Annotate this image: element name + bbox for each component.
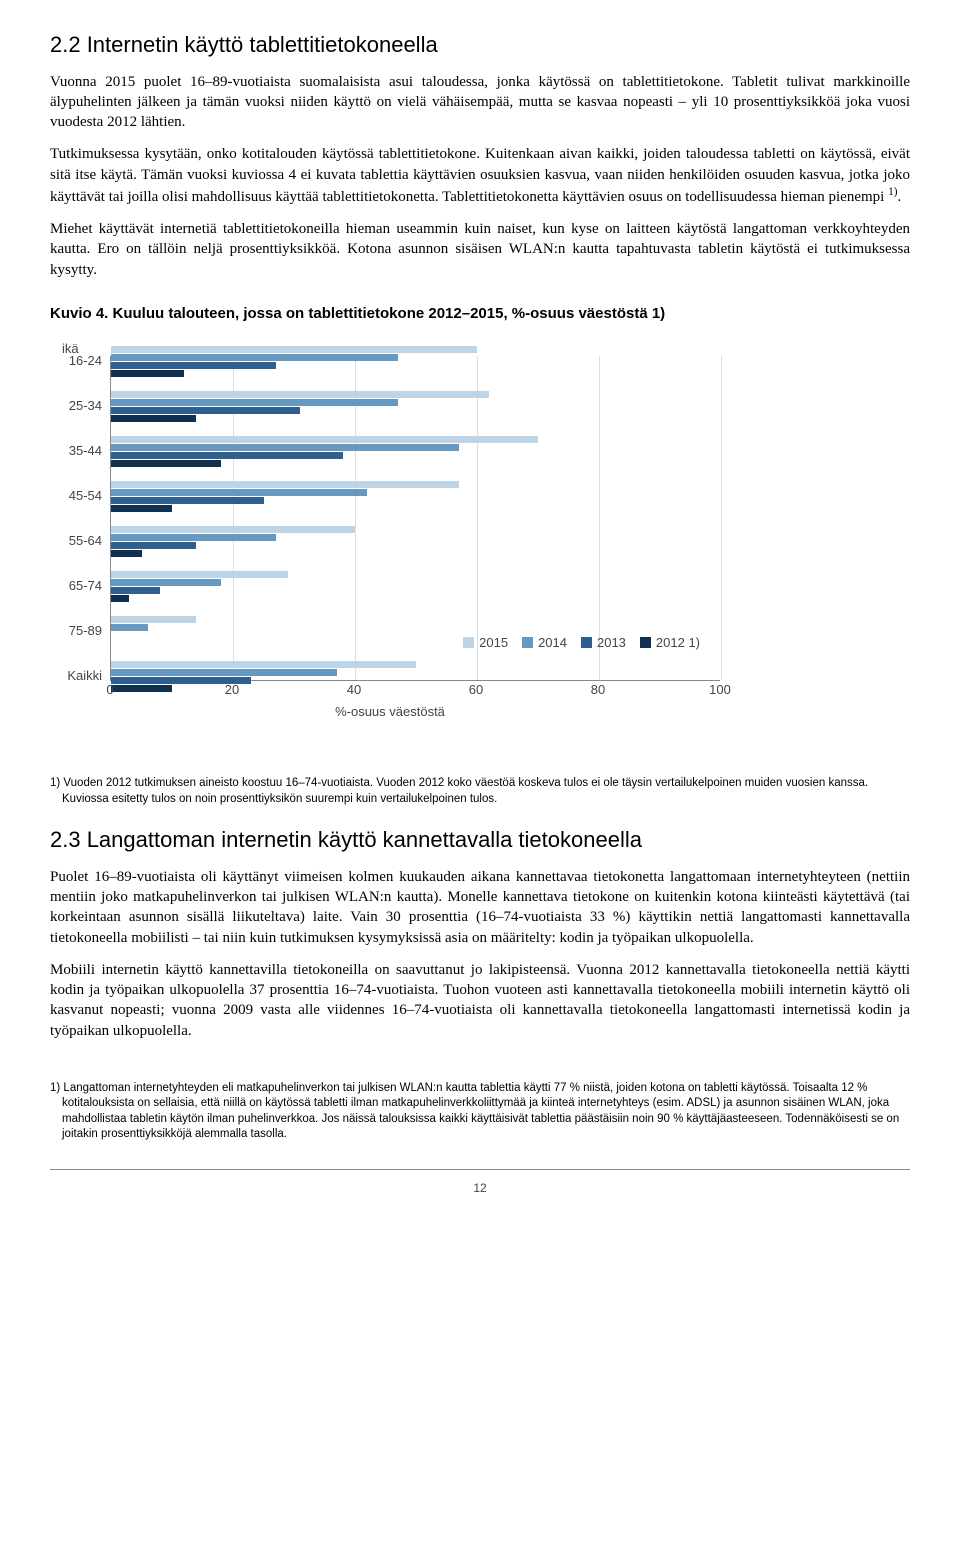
chart-bar xyxy=(111,346,477,353)
chart-xtick: 100 xyxy=(709,681,731,699)
chart-ytick: Kaikki xyxy=(50,667,110,685)
chart-bar xyxy=(111,460,221,467)
chart-xtick: 60 xyxy=(469,681,483,699)
chart-xtick: 40 xyxy=(347,681,361,699)
chart-xtick: 20 xyxy=(225,681,239,699)
chart-bar xyxy=(111,481,459,488)
chart-legend-swatch xyxy=(581,637,592,648)
page-number: 12 xyxy=(50,1180,910,1196)
chart-bar xyxy=(111,407,300,414)
chart-bar xyxy=(111,579,221,586)
chart-xtick: 80 xyxy=(591,681,605,699)
chart-legend: 2015 2014 2013 2012 1) xyxy=(463,634,700,652)
para2-text-b: . xyxy=(897,189,901,205)
section-2-3-heading: 2.3 Langattoman internetin käyttö kannet… xyxy=(50,825,910,855)
chart-title: Kuvio 4. Kuuluu talouteen, jossa on tabl… xyxy=(50,304,910,324)
chart-bar xyxy=(111,436,538,443)
chart-ytick: 35-44 xyxy=(50,442,110,460)
chart-bar xyxy=(111,399,398,406)
chart-gridline xyxy=(721,356,722,680)
chart-bar xyxy=(111,489,367,496)
section-2-3-para-1: Puolet 16–89-vuotiaista oli käyttänyt vi… xyxy=(50,867,910,948)
chart-bar xyxy=(111,505,172,512)
chart-bar xyxy=(111,685,172,692)
chart-gridline xyxy=(599,356,600,680)
chart-bar xyxy=(111,362,276,369)
bottom-footnote: 1) Langattoman internetyhteyden eli matk… xyxy=(50,1081,910,1143)
section-2-2-para-1: Vuonna 2015 puolet 16–89-vuotiaista suom… xyxy=(50,72,910,133)
chart-bar xyxy=(111,542,196,549)
chart-bar xyxy=(111,452,343,459)
chart-ytick: 75-89 xyxy=(50,622,110,640)
chart-bar xyxy=(111,444,459,451)
chart-ytick: 45-54 xyxy=(50,487,110,505)
page-rule xyxy=(50,1169,910,1170)
chart-ytick: 16-24 xyxy=(50,352,110,370)
chart-bar xyxy=(111,534,276,541)
chart-bar xyxy=(111,354,398,361)
chart-xlabel: %-osuus väestöstä xyxy=(335,703,445,721)
chart-bar xyxy=(111,595,129,602)
chart-legend-swatch xyxy=(463,637,474,648)
chart-bar xyxy=(111,616,196,623)
chart-legend-item: 2012 1) xyxy=(640,634,700,652)
chart-bar xyxy=(111,571,288,578)
chart-bar xyxy=(111,587,160,594)
chart-bar xyxy=(111,415,196,422)
chart-bar xyxy=(111,550,142,557)
chart-figure-4: ikä %-osuus väestöstä 02040608010016-242… xyxy=(50,336,730,736)
chart-bar xyxy=(111,669,337,676)
chart-bar xyxy=(111,526,355,533)
chart-legend-swatch xyxy=(640,637,651,648)
para2-text-a: Tutkimuksessa kysytään, onko kotitaloude… xyxy=(50,146,910,205)
chart-plot-area xyxy=(110,356,720,681)
chart-legend-label: 2014 xyxy=(538,634,567,652)
chart-bar xyxy=(111,661,416,668)
chart-bar xyxy=(111,370,184,377)
chart-legend-swatch xyxy=(522,637,533,648)
chart-ytick: 55-64 xyxy=(50,532,110,550)
chart-legend-label: 2015 xyxy=(479,634,508,652)
chart-legend-item: 2014 xyxy=(522,634,567,652)
chart-ytick: 65-74 xyxy=(50,577,110,595)
chart-footnote: 1) Vuoden 2012 tutkimuksen aineisto koos… xyxy=(50,776,910,807)
chart-bar xyxy=(111,624,148,631)
section-2-2-para-2: Tutkimuksessa kysytään, onko kotitaloude… xyxy=(50,144,910,207)
chart-legend-item: 2015 xyxy=(463,634,508,652)
chart-bar xyxy=(111,391,489,398)
section-2-3-para-2: Mobiili internetin käyttö kannettavilla … xyxy=(50,960,910,1041)
chart-ytick: 25-34 xyxy=(50,397,110,415)
chart-bar xyxy=(111,497,264,504)
chart-legend-label: 2013 xyxy=(597,634,626,652)
chart-gridline xyxy=(477,356,478,680)
chart-legend-item: 2013 xyxy=(581,634,626,652)
section-2-2-para-3: Miehet käyttävät internetiä tablettitiet… xyxy=(50,219,910,280)
chart-legend-label: 2012 1) xyxy=(656,634,700,652)
section-2-2-heading: 2.2 Internetin käyttö tablettitietokonee… xyxy=(50,30,910,60)
